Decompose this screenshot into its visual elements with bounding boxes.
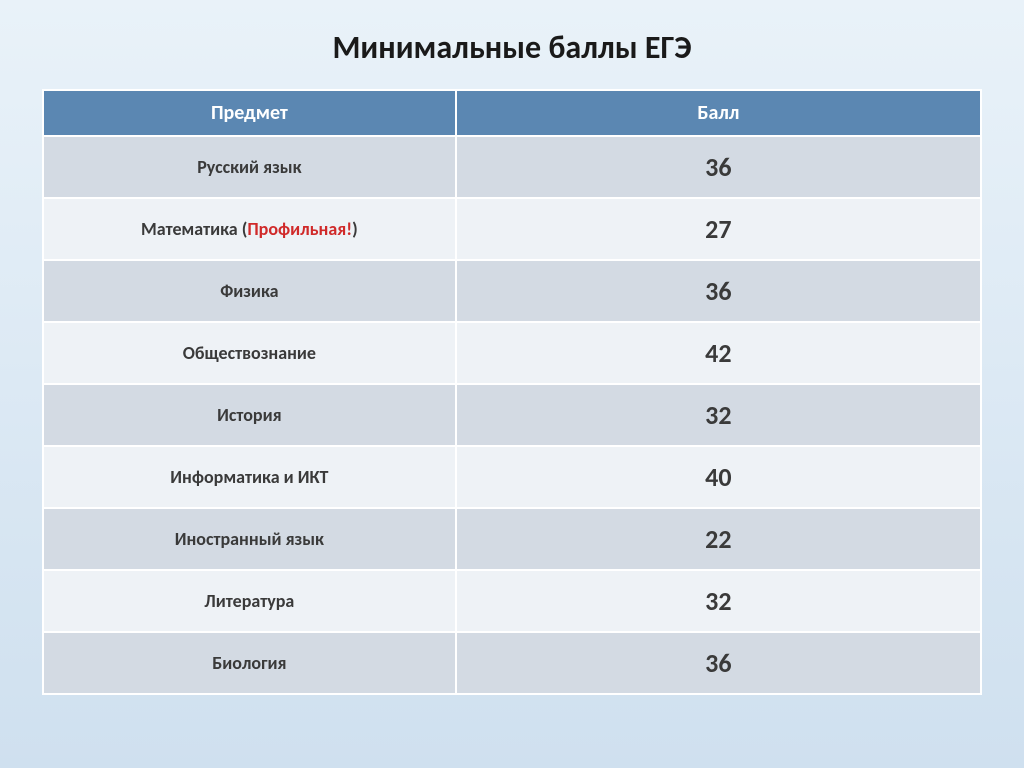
col-header-subject: Предмет: [43, 90, 456, 136]
table-header-row: Предмет Балл: [43, 90, 981, 136]
table-row: Русский язык 36: [43, 136, 981, 198]
cell-score: 32: [456, 570, 981, 632]
subject-prefix: Математика (: [141, 218, 247, 240]
page-title: Минимальные баллы ЕГЭ: [42, 28, 982, 67]
cell-subject: Информатика и ИКТ: [43, 446, 456, 508]
cell-score: 32: [456, 384, 981, 446]
cell-score: 36: [456, 136, 981, 198]
cell-subject: Русский язык: [43, 136, 456, 198]
table-body: Русский язык 36 Математика (Профильная!)…: [43, 136, 981, 694]
slide-container: Минимальные баллы ЕГЭ Предмет Балл Русск…: [0, 0, 1024, 768]
cell-score: 40: [456, 446, 981, 508]
subject-highlight: Профильная!: [247, 218, 352, 240]
cell-score: 27: [456, 198, 981, 260]
cell-score: 36: [456, 632, 981, 694]
cell-subject: История: [43, 384, 456, 446]
cell-subject: Обществознание: [43, 322, 456, 384]
scores-table: Предмет Балл Русский язык 36 Математика …: [42, 89, 982, 695]
table-row: Математика (Профильная!) 27: [43, 198, 981, 260]
cell-subject: Физика: [43, 260, 456, 322]
table-row: Информатика и ИКТ 40: [43, 446, 981, 508]
col-header-score: Балл: [456, 90, 981, 136]
table-row: История 32: [43, 384, 981, 446]
table-row: Литература 32: [43, 570, 981, 632]
table-row: Физика 36: [43, 260, 981, 322]
cell-subject: Математика (Профильная!): [43, 198, 456, 260]
cell-score: 42: [456, 322, 981, 384]
table-row: Обществознание 42: [43, 322, 981, 384]
cell-score: 22: [456, 508, 981, 570]
cell-score: 36: [456, 260, 981, 322]
cell-subject: Иностранный язык: [43, 508, 456, 570]
table-row: Иностранный язык 22: [43, 508, 981, 570]
table-row: Биология 36: [43, 632, 981, 694]
cell-subject: Литература: [43, 570, 456, 632]
subject-suffix: ): [352, 218, 358, 240]
cell-subject: Биология: [43, 632, 456, 694]
